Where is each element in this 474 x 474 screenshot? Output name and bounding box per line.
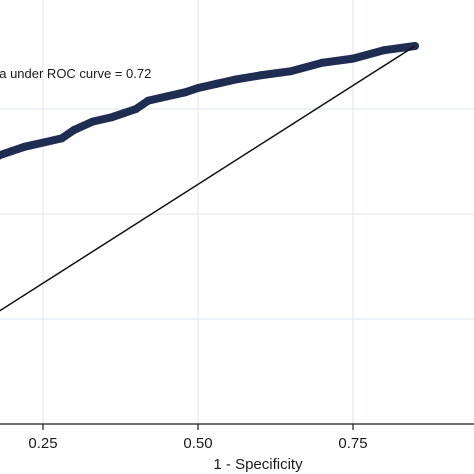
roc-point — [8, 147, 16, 155]
roc-point — [212, 79, 221, 88]
roc-point — [0, 151, 4, 160]
roc-point — [144, 96, 153, 105]
roc-point — [107, 113, 116, 122]
roc-point — [194, 84, 202, 92]
x-tick-label-1: 0.50 — [183, 435, 212, 452]
auc-annotation: Area under ROC curve = 0.72 — [0, 66, 151, 81]
roc-point — [132, 105, 140, 113]
plot-layer — [0, 42, 419, 312]
roc-point — [349, 54, 357, 63]
roc-point — [57, 134, 66, 143]
roc-point — [88, 117, 97, 126]
x-tick-label-0: 0.25 — [28, 435, 57, 452]
roc-point — [163, 92, 171, 101]
roc-point — [181, 88, 190, 97]
roc-point — [318, 58, 326, 67]
roc-point — [39, 138, 47, 147]
roc-point — [256, 71, 264, 80]
axis-layer: 0.25 0.50 0.75 — [0, 423, 474, 452]
reference-line — [0, 45, 416, 312]
x-axis-label: 1 - Specificity — [213, 456, 303, 473]
grid-layer — [0, 0, 474, 424]
roc-point — [380, 46, 388, 55]
roc-point — [287, 67, 295, 76]
roc-point — [119, 109, 128, 118]
roc-point — [231, 75, 240, 84]
x-tick-label-2: 0.75 — [338, 435, 367, 452]
roc-point — [70, 126, 78, 134]
roc-point — [20, 142, 29, 151]
